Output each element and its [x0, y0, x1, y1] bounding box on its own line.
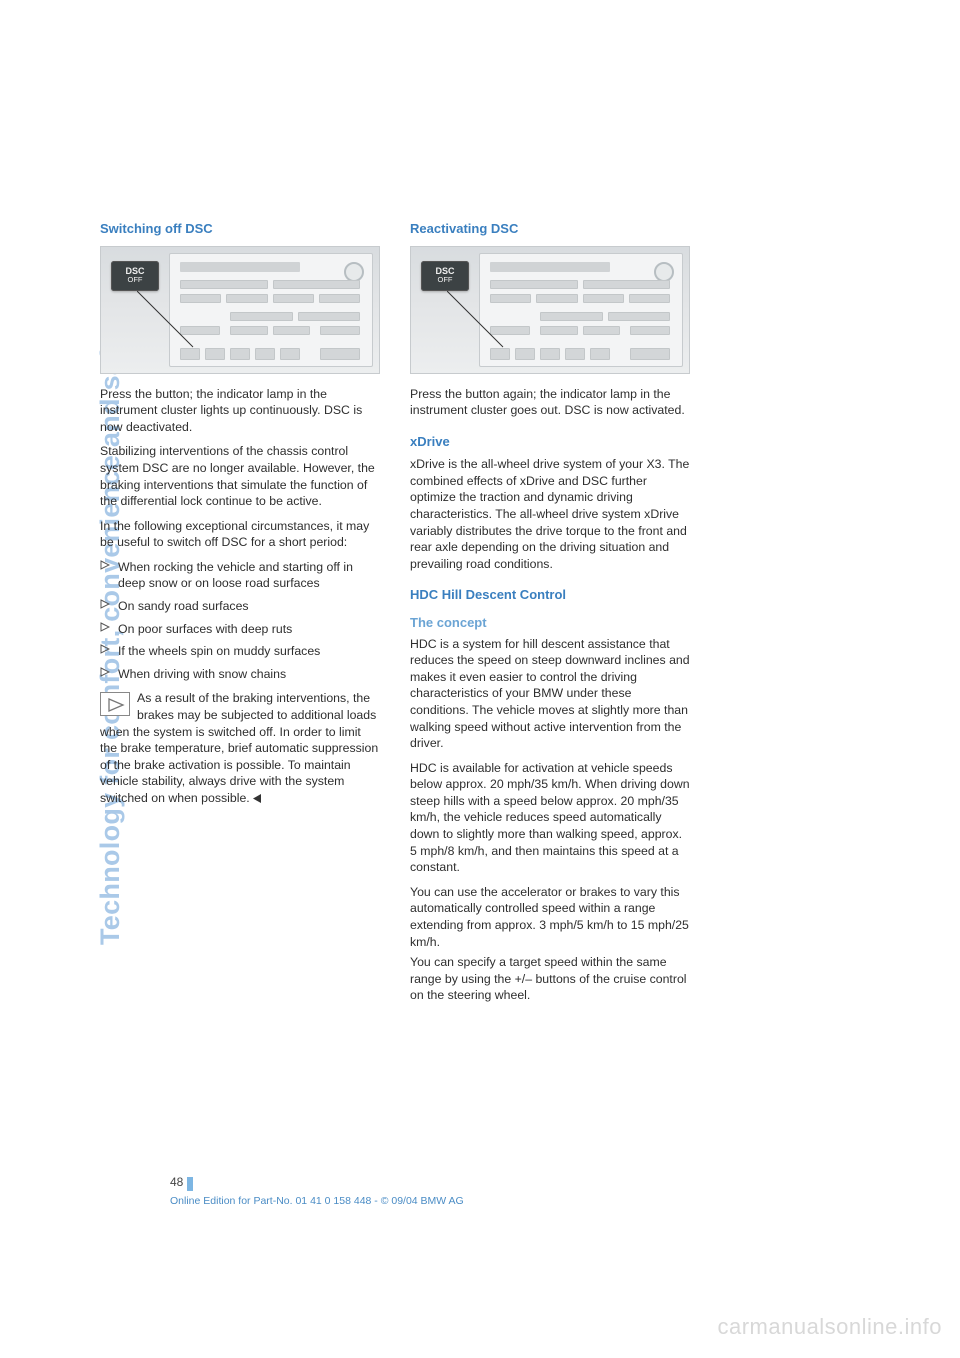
knob-icon — [344, 262, 364, 282]
list-item: On sandy road surfaces — [100, 598, 380, 615]
page-number-bar-icon — [187, 1177, 193, 1191]
radio-panel-graphic — [169, 253, 373, 367]
right-p4: HDC is available for activation at vehic… — [410, 760, 690, 876]
knob-icon — [654, 262, 674, 282]
heading-the-concept: The concept — [410, 614, 690, 632]
dsc-label-bottom: OFF — [438, 276, 453, 284]
right-p3: HDC is a system for hill descent assista… — [410, 636, 690, 752]
bullet-text: On poor surfaces with deep ruts — [118, 622, 292, 636]
dsc-off-button-graphic: DSC OFF — [421, 261, 469, 291]
triangle-bullet-icon — [100, 599, 110, 609]
page-number: 48 — [170, 1175, 183, 1191]
bullet-text: If the wheels spin on muddy surfaces — [118, 644, 320, 658]
page-footer: 48 Online Edition for Part-No. 01 41 0 1… — [170, 1175, 790, 1207]
watermark: carmanualsonline.info — [717, 1314, 942, 1340]
list-item: When driving with snow chains — [100, 666, 380, 683]
list-item: When rocking the vehicle and starting of… — [100, 559, 380, 592]
radio-display-icon — [180, 262, 300, 272]
heading-xdrive: xDrive — [410, 433, 690, 451]
figure-dsc-off: DSC OFF — [100, 246, 380, 374]
note-icon — [100, 692, 130, 716]
radio-display-icon — [490, 262, 610, 272]
left-note: As a result of the braking interventions… — [100, 690, 380, 806]
left-p3: In the following exceptional circumstanc… — [100, 518, 380, 551]
radio-panel-graphic — [479, 253, 683, 367]
figure-dsc-reactivate: DSC OFF — [410, 246, 690, 374]
left-p1: Press the button; the indicator lamp in … — [100, 386, 380, 436]
right-p5a: You can use the accelerator or brakes to… — [410, 884, 690, 950]
right-column: Reactivating DSC DSC OFF — [410, 220, 690, 1012]
heading-reactivating-dsc: Reactivating DSC — [410, 220, 690, 238]
edition-line: Online Edition for Part-No. 01 41 0 158 … — [170, 1195, 790, 1207]
bullet-text: On sandy road surfaces — [118, 599, 249, 613]
right-p5b: You can specify a target speed within th… — [410, 954, 690, 1004]
dsc-label-bottom: OFF — [128, 276, 143, 284]
right-p1: Press the button again; the indicator la… — [410, 386, 690, 419]
right-p2: xDrive is the all-wheel drive system of … — [410, 456, 690, 572]
bullet-text: When driving with snow chains — [118, 667, 286, 681]
list-item: If the wheels spin on muddy surfaces — [100, 643, 380, 660]
left-p2: Stabilizing interventions of the chassis… — [100, 443, 380, 509]
triangle-bullet-icon — [100, 644, 110, 654]
dsc-off-button-graphic: DSC OFF — [111, 261, 159, 291]
heading-switching-off-dsc: Switching off DSC — [100, 220, 380, 238]
triangle-bullet-icon — [100, 560, 110, 570]
end-triangle-icon — [253, 794, 262, 803]
bullet-text: When rocking the vehicle and starting of… — [118, 560, 353, 591]
triangle-bullet-icon — [100, 667, 110, 677]
left-bullet-list: When rocking the vehicle and starting of… — [100, 559, 380, 683]
left-column: Switching off DSC DSC OFF — [100, 220, 380, 1012]
note-text: As a result of the braking interventions… — [100, 691, 378, 805]
triangle-bullet-icon — [100, 622, 110, 632]
list-item: On poor surfaces with deep ruts — [100, 621, 380, 638]
page-content: Switching off DSC DSC OFF — [100, 220, 780, 1012]
heading-hdc: HDC Hill Descent Control — [410, 586, 690, 604]
